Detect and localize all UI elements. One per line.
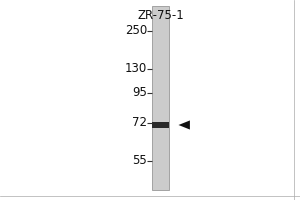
Bar xyxy=(152,6,169,190)
Text: ZR-75-1: ZR-75-1 xyxy=(137,9,184,22)
Text: 95: 95 xyxy=(132,86,147,99)
Text: 72: 72 xyxy=(132,116,147,130)
Bar xyxy=(152,122,169,128)
Text: 250: 250 xyxy=(125,24,147,38)
Text: 130: 130 xyxy=(125,62,147,75)
Polygon shape xyxy=(178,120,190,130)
Text: 55: 55 xyxy=(132,154,147,168)
